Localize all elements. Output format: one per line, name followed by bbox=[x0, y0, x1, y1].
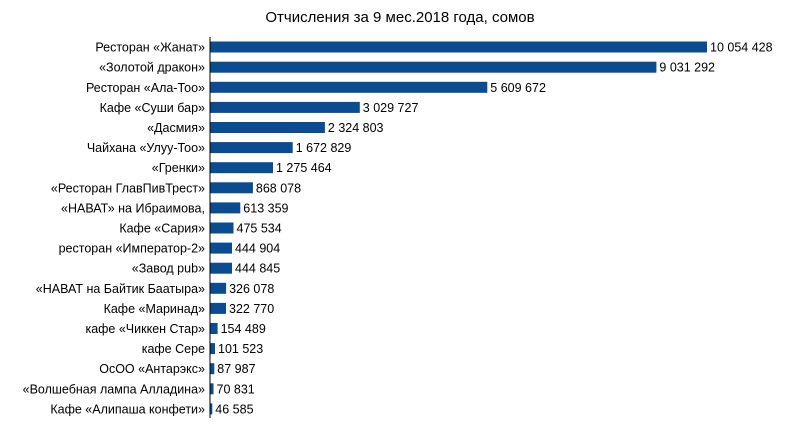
value-label: 444 904 bbox=[235, 242, 280, 256]
value-label: 613 359 bbox=[243, 201, 288, 215]
chart-title: Отчисления за 9 мес.2018 года, сомов bbox=[265, 9, 534, 26]
bar-13 bbox=[210, 282, 227, 294]
value-label: 5 609 672 bbox=[490, 81, 546, 95]
bar-4 bbox=[210, 101, 360, 113]
category-label: Кафе «Суши бар» bbox=[100, 101, 205, 115]
bar-7 bbox=[210, 162, 273, 174]
bar-18 bbox=[210, 383, 214, 395]
bar-11 bbox=[210, 242, 232, 254]
category-label: «НАВАТ на Байтик Баатыра» bbox=[36, 282, 205, 296]
bar-12 bbox=[210, 262, 232, 274]
value-label: 46 585 bbox=[215, 402, 253, 416]
bar-1 bbox=[210, 41, 707, 53]
bar-6 bbox=[210, 142, 293, 154]
value-label: 10 054 428 bbox=[710, 41, 773, 55]
category-labels: Ресторан «Жанат» «Золотой дракон» Ресторан… bbox=[23, 41, 205, 417]
value-label: 322 770 bbox=[229, 302, 274, 316]
bar-19 bbox=[210, 403, 213, 415]
category-label: Кафе «Алипаша конфети» bbox=[50, 402, 205, 416]
category-label: Кафе «Маринад» bbox=[104, 302, 205, 316]
category-label: Кафе «Сария» bbox=[119, 222, 205, 236]
bar-15 bbox=[210, 323, 218, 334]
bar-8 bbox=[210, 182, 253, 194]
value-label: 2 324 803 bbox=[328, 121, 384, 135]
bar-9 bbox=[210, 202, 241, 214]
value-label: 326 078 bbox=[229, 282, 274, 296]
category-label: ресторан «Император-2» bbox=[59, 242, 205, 256]
value-label: 868 078 bbox=[256, 181, 301, 195]
value-label: 3 029 727 bbox=[363, 101, 419, 115]
category-label: Ресторан «Ала-Тоо» bbox=[86, 81, 205, 95]
category-label: Ресторан «Жанат» bbox=[95, 41, 205, 55]
category-label: «Завод pub» bbox=[132, 262, 205, 276]
bar-14 bbox=[210, 302, 226, 314]
bar-5 bbox=[210, 122, 325, 133]
value-label: 1 275 464 bbox=[276, 161, 332, 175]
value-label: 475 534 bbox=[237, 222, 282, 236]
value-labels: 10 054 428 9 031 292 5 609 672 3 029 727 2 3… bbox=[215, 41, 772, 417]
category-label: «Волшебная лампа Алладина» bbox=[23, 382, 205, 396]
category-label: Чайхана «Улуу-Тоо» bbox=[87, 141, 205, 155]
category-label: кафе Сере bbox=[142, 342, 205, 356]
value-label: 70 831 bbox=[217, 382, 255, 396]
value-label: 87 987 bbox=[217, 362, 255, 376]
value-label: 444 845 bbox=[235, 262, 280, 276]
bar-2 bbox=[210, 61, 657, 73]
category-label: «Дасмия» bbox=[147, 121, 205, 135]
bar-17 bbox=[210, 363, 215, 375]
bars-group bbox=[210, 41, 707, 415]
value-label: 154 489 bbox=[221, 322, 266, 336]
category-label: «Золотой дракон» bbox=[99, 61, 205, 75]
category-label: «НАВАТ» на Ибраимова, bbox=[61, 201, 205, 215]
value-label: 1 672 829 bbox=[296, 141, 352, 155]
bar-16 bbox=[210, 343, 215, 355]
category-label: «Гренки» bbox=[152, 161, 205, 175]
bar-3 bbox=[210, 81, 488, 93]
category-label: кафе «Чиккен Стар» bbox=[85, 322, 205, 336]
value-label: 9 031 292 bbox=[659, 61, 715, 75]
category-label: ОсОО «Антарэкс» bbox=[99, 362, 205, 376]
value-label: 101 523 bbox=[218, 342, 263, 356]
bar-10 bbox=[210, 222, 234, 234]
category-label: «Ресторан ГлавПивТрест» bbox=[51, 181, 205, 195]
